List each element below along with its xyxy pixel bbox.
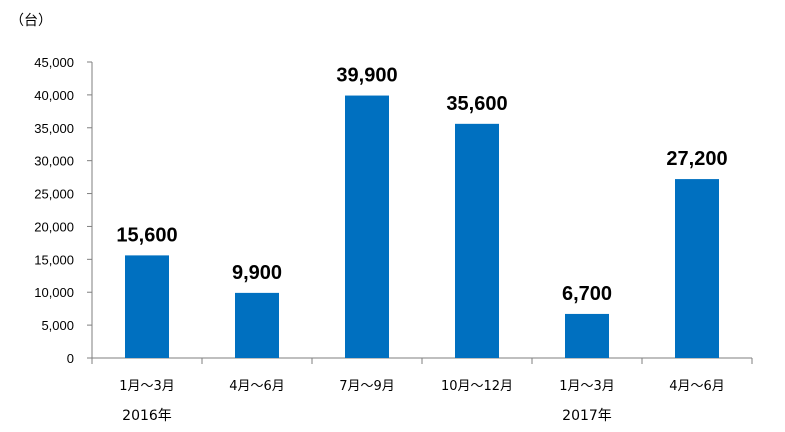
x-tick-label: 1月～3月 xyxy=(559,379,615,394)
x-tick-label: 4月～6月 xyxy=(669,379,725,394)
bar xyxy=(455,123,499,358)
y-tick-label: 30,000 xyxy=(34,154,74,169)
y-tick-label: 5,000 xyxy=(41,318,74,333)
data-label: 9,900 xyxy=(232,262,282,284)
data-labels: 15,600 9,900 39,900 35,600 6,700 27,200 xyxy=(116,65,727,305)
bar xyxy=(235,292,279,358)
y-tick-label: 15,000 xyxy=(34,252,74,267)
y-tick-label: 40,000 xyxy=(34,88,74,103)
y-tick-label: 0 xyxy=(67,351,74,366)
x-tick-label: 1月～3月 xyxy=(119,379,175,394)
y-tick-label: 25,000 xyxy=(34,187,74,202)
data-label: 15,600 xyxy=(116,224,177,246)
bar xyxy=(565,313,609,358)
y-tick-label: 35,000 xyxy=(34,121,74,136)
x-tick-labels: 1月～3月 4月～6月 7月～9月 10月～12月 1月～3月 4月～6月 xyxy=(119,379,725,394)
bar xyxy=(345,95,389,359)
y-tick-label: 45,000 xyxy=(34,55,74,70)
year-labels: 2016年 2017年 xyxy=(122,408,612,424)
x-tick-label: 10月～12月 xyxy=(441,379,513,394)
y-tick-label: 20,000 xyxy=(34,219,74,234)
data-label: 35,600 xyxy=(446,93,507,115)
year-label: 2016年 xyxy=(122,408,172,424)
y-tick-label: 10,000 xyxy=(34,285,74,300)
y-axis: 0 5,000 10,000 15,000 20,000 25,000 30,000 35,0… xyxy=(34,55,93,366)
data-label: 27,200 xyxy=(666,148,727,170)
x-tick-label: 4月～6月 xyxy=(229,379,285,394)
year-label: 2017年 xyxy=(562,408,612,424)
x-tick-label: 7月～9月 xyxy=(339,379,395,394)
y-unit-label: （台） xyxy=(10,13,52,29)
bar xyxy=(675,179,719,358)
bars xyxy=(125,95,719,359)
data-label: 39,900 xyxy=(336,65,397,87)
data-label: 6,700 xyxy=(562,283,612,305)
bar xyxy=(125,255,169,358)
x-axis xyxy=(91,357,753,364)
